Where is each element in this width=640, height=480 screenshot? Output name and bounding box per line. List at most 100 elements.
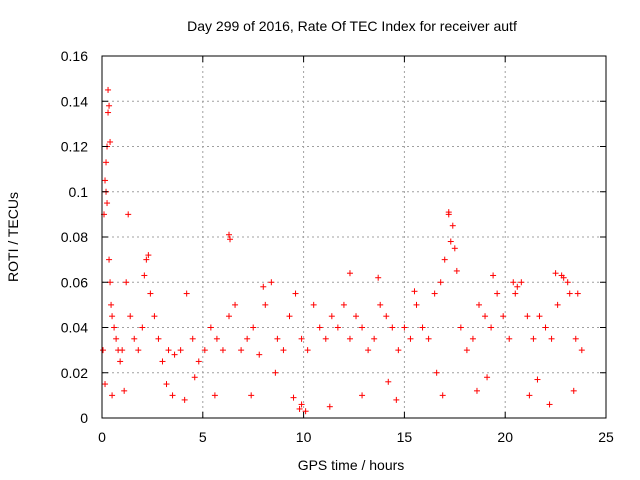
data-point <box>195 358 202 365</box>
y-tick-label: 0.04 <box>61 320 88 336</box>
data-point <box>274 335 281 342</box>
data-point <box>155 335 162 342</box>
axes: 0 5 10 15 20 25 0 0.02 0.04 0.06 0.08 0.1 0.12 0.14 0.… <box>61 48 614 445</box>
data-point <box>106 102 113 109</box>
data-point <box>322 335 329 342</box>
data-point <box>226 313 233 320</box>
data-point <box>447 238 454 245</box>
data-point <box>431 290 438 297</box>
data-point <box>109 313 116 320</box>
data-point <box>558 272 565 279</box>
data-point <box>189 335 196 342</box>
x-tick-label: 5 <box>199 429 207 445</box>
data-point <box>147 290 154 297</box>
data-point <box>530 335 537 342</box>
data-point <box>226 231 233 238</box>
data-point <box>260 283 267 290</box>
data-point <box>469 335 476 342</box>
data-point <box>546 401 553 408</box>
x-tick-label: 15 <box>397 429 413 445</box>
data-point <box>296 405 303 412</box>
data-point <box>104 200 111 207</box>
data-point <box>102 177 109 184</box>
data-point <box>298 401 305 408</box>
data-point <box>548 335 555 342</box>
data-point <box>248 392 255 399</box>
data-point <box>389 324 396 331</box>
y-tick-label: 0.1 <box>69 184 89 200</box>
data-point <box>377 301 384 308</box>
data-point <box>326 403 333 410</box>
data-point <box>219 347 226 354</box>
data-point <box>302 408 309 415</box>
data-point <box>566 290 573 297</box>
data-point <box>506 335 513 342</box>
data-point <box>163 381 170 388</box>
data-point <box>127 313 134 320</box>
y-tick-label: 0.16 <box>61 48 88 64</box>
data-point <box>108 301 115 308</box>
data-point <box>359 324 366 331</box>
data-point <box>419 324 426 331</box>
data-point <box>371 335 378 342</box>
data-point <box>304 347 311 354</box>
y-tick-label: 0 <box>80 410 88 426</box>
data-point <box>106 256 113 263</box>
data-point <box>213 335 220 342</box>
data-point <box>488 324 495 331</box>
x-tick-label: 10 <box>296 429 312 445</box>
data-point <box>191 374 198 381</box>
data-point <box>449 222 456 229</box>
y-tick-label: 0.06 <box>61 274 88 290</box>
data-point <box>103 159 110 166</box>
data-point <box>250 324 257 331</box>
data-point <box>407 335 414 342</box>
data-point <box>570 387 577 394</box>
data-point <box>393 396 400 403</box>
data-point <box>328 313 335 320</box>
data-point <box>139 324 146 331</box>
data-point <box>113 335 120 342</box>
data-point <box>475 301 482 308</box>
data-point <box>494 290 501 297</box>
grid-lines <box>102 56 606 418</box>
y-tick-label: 0.02 <box>61 365 88 381</box>
data-point <box>272 369 279 376</box>
data-point <box>395 347 402 354</box>
data-point <box>359 392 366 399</box>
data-point <box>473 387 480 394</box>
data-point <box>451 245 458 252</box>
data-point <box>334 324 341 331</box>
data-point <box>232 301 239 308</box>
data-point <box>510 279 517 286</box>
data-point <box>100 347 107 354</box>
data-point <box>441 256 448 263</box>
data-point <box>316 324 323 331</box>
data-point <box>290 394 297 401</box>
data-point <box>385 378 392 385</box>
data-point <box>117 358 124 365</box>
data-point <box>340 301 347 308</box>
data-point <box>151 313 158 320</box>
data-point <box>102 381 109 388</box>
data-point <box>183 290 190 297</box>
data-point <box>365 347 372 354</box>
data-point <box>268 279 275 286</box>
data-point <box>165 347 172 354</box>
x-axis-label: GPS time / hours <box>298 457 405 473</box>
data-point <box>143 256 150 263</box>
data-point <box>401 324 408 331</box>
data-point <box>177 347 184 354</box>
data-point <box>207 324 214 331</box>
data-point <box>105 109 112 116</box>
plot-frame <box>101 55 607 419</box>
data-point <box>310 301 317 308</box>
y-axis-label: ROTI / TECUs <box>5 192 21 282</box>
data-point <box>111 324 118 331</box>
data-point <box>490 272 497 279</box>
data-point <box>169 392 176 399</box>
data-point <box>518 279 525 286</box>
data-point <box>439 392 446 399</box>
data-point <box>135 347 142 354</box>
